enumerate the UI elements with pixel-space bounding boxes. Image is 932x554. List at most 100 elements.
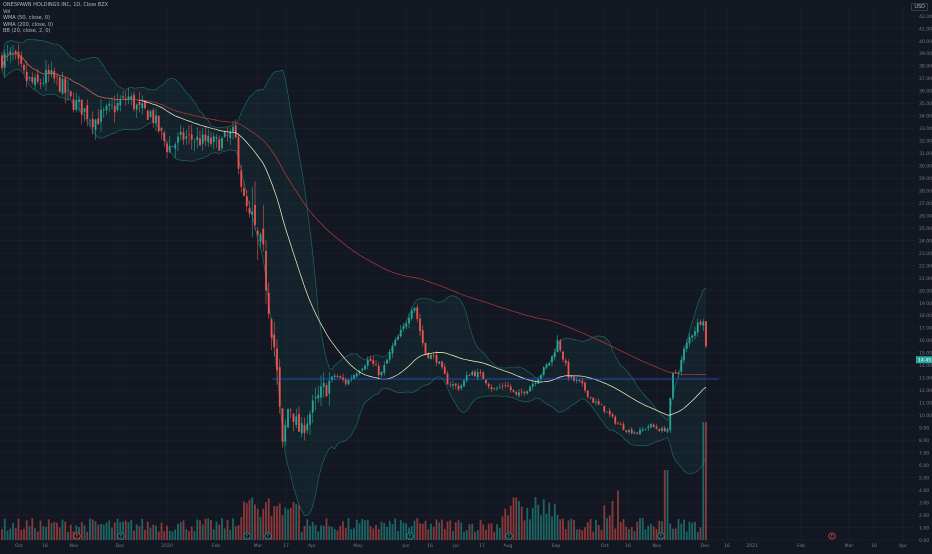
candle-body xyxy=(127,96,130,100)
earnings-marker[interactable] xyxy=(505,532,513,540)
candle-body xyxy=(300,423,303,434)
price-tick-label: 16.00 xyxy=(919,338,932,344)
candle-body xyxy=(633,432,636,434)
volume-bar xyxy=(452,531,454,540)
candle-body xyxy=(515,391,518,395)
candle-body xyxy=(61,79,64,94)
candle-body xyxy=(476,372,479,378)
candle-body xyxy=(413,307,416,312)
candle-body xyxy=(463,380,465,387)
candle-body xyxy=(75,100,78,111)
time-tick-label: 2021 xyxy=(746,543,758,549)
volume-bar xyxy=(485,529,487,540)
candle-body xyxy=(34,77,36,86)
price-tick-label: 9.00 xyxy=(919,426,929,432)
volume-bar xyxy=(215,521,218,540)
volume-bar xyxy=(58,527,61,540)
candle-body xyxy=(273,334,276,348)
earnings-marker[interactable] xyxy=(657,532,665,540)
volume-bar xyxy=(438,522,441,540)
volume-bar xyxy=(207,518,210,540)
candle-body xyxy=(402,326,405,329)
volume-bar xyxy=(182,520,185,540)
candle-body xyxy=(611,414,614,417)
candle-body xyxy=(102,109,105,111)
price-tick-label: 22.00 xyxy=(919,263,932,269)
volume-bar xyxy=(311,521,314,540)
candle-body xyxy=(529,386,531,392)
time-axis[interactable]: Oct 16 Nov Dec 2020 Feb Mar 17 Apr May Jun 16 Jul 17 A… xyxy=(15,543,907,549)
volume-bar xyxy=(237,525,240,540)
grid-lines xyxy=(0,8,915,541)
candle-body xyxy=(556,339,559,353)
legend-bb[interactable]: BB (20, close, 2, 0) xyxy=(3,28,51,35)
volume-bar xyxy=(705,422,707,540)
candle-body xyxy=(116,102,119,110)
candle-body xyxy=(663,428,666,432)
candle-body xyxy=(135,104,138,110)
volume-bar xyxy=(597,525,600,540)
earnings-marker[interactable] xyxy=(406,532,414,540)
volume-bar xyxy=(309,525,311,540)
candle-body xyxy=(177,136,179,143)
earnings-marker[interactable] xyxy=(828,532,836,540)
candle-body xyxy=(188,134,190,135)
volume-bar xyxy=(42,526,45,540)
candle-body xyxy=(696,322,699,333)
volume-bar xyxy=(146,521,149,540)
candle-body xyxy=(694,331,696,336)
price-tick-label: 1.00 xyxy=(919,525,929,531)
candle-body xyxy=(647,426,650,429)
candle-body xyxy=(58,77,61,92)
price-axis[interactable]: 42.00 41.00 40.00 39.00 38.00 37.00 36.00 35.00… xyxy=(916,14,932,544)
earnings-marker[interactable] xyxy=(243,532,251,540)
legend-wma200[interactable]: WMA (200, close, 0) xyxy=(3,21,54,28)
candle-body xyxy=(278,367,281,407)
candle-body xyxy=(391,345,394,354)
volume-bar xyxy=(83,525,86,540)
candle-body xyxy=(564,360,567,364)
volume-bar xyxy=(355,519,358,540)
candle-body xyxy=(14,51,17,54)
candle-body xyxy=(287,408,289,428)
candle-body xyxy=(364,365,366,370)
candle-body xyxy=(322,382,325,387)
time-tick-label: 17 xyxy=(479,543,485,549)
legend-vol[interactable]: Vol xyxy=(3,8,11,15)
earnings-marker[interactable] xyxy=(264,532,272,540)
earnings-marker[interactable] xyxy=(73,532,81,540)
candle-body xyxy=(644,429,647,430)
volume-bar xyxy=(157,531,160,540)
earnings-marker[interactable] xyxy=(117,532,125,540)
volume-bar xyxy=(688,521,691,540)
candle-body xyxy=(410,310,413,319)
volume-bar xyxy=(20,529,23,540)
volume-bar xyxy=(386,526,388,540)
volume-bar xyxy=(361,518,364,540)
candle-body xyxy=(113,106,116,113)
time-tick-label: Apr xyxy=(899,543,907,549)
volume-bar xyxy=(212,529,215,540)
candle-body xyxy=(174,144,177,149)
candle-body xyxy=(42,83,45,84)
candle-body xyxy=(680,359,683,372)
candle-body xyxy=(344,379,347,384)
volume-bar xyxy=(177,524,179,540)
price-tick-label: 24.00 xyxy=(919,238,932,244)
candle-body xyxy=(531,383,534,387)
currency-label[interactable]: USD xyxy=(911,3,928,11)
candle-body xyxy=(339,376,342,378)
volume-bar xyxy=(358,523,361,540)
time-tick-label: May xyxy=(353,543,363,549)
candle-body xyxy=(265,250,267,291)
candle-body xyxy=(699,321,702,325)
volume-bar xyxy=(325,518,328,540)
legend-wma50[interactable]: WMA (50, close, 0) xyxy=(3,15,50,22)
candle-body xyxy=(355,373,358,377)
candle-body xyxy=(240,170,243,187)
candle-body xyxy=(270,319,273,338)
time-tick-label: Oct xyxy=(601,543,609,549)
time-tick-label: 16 xyxy=(625,543,631,549)
